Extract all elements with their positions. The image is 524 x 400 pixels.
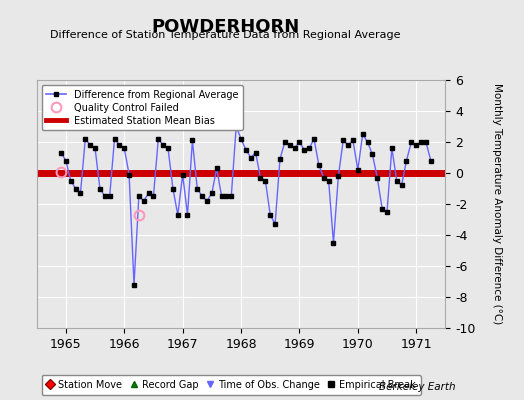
Legend: Station Move, Record Gap, Time of Obs. Change, Empirical Break: Station Move, Record Gap, Time of Obs. C… [41,375,421,395]
Text: Difference of Station Temperature Data from Regional Average: Difference of Station Temperature Data f… [50,30,400,40]
Text: POWDERHORN: POWDERHORN [151,18,299,36]
Text: Berkeley Earth: Berkeley Earth [379,382,456,392]
Y-axis label: Monthly Temperature Anomaly Difference (°C): Monthly Temperature Anomaly Difference (… [492,83,502,325]
